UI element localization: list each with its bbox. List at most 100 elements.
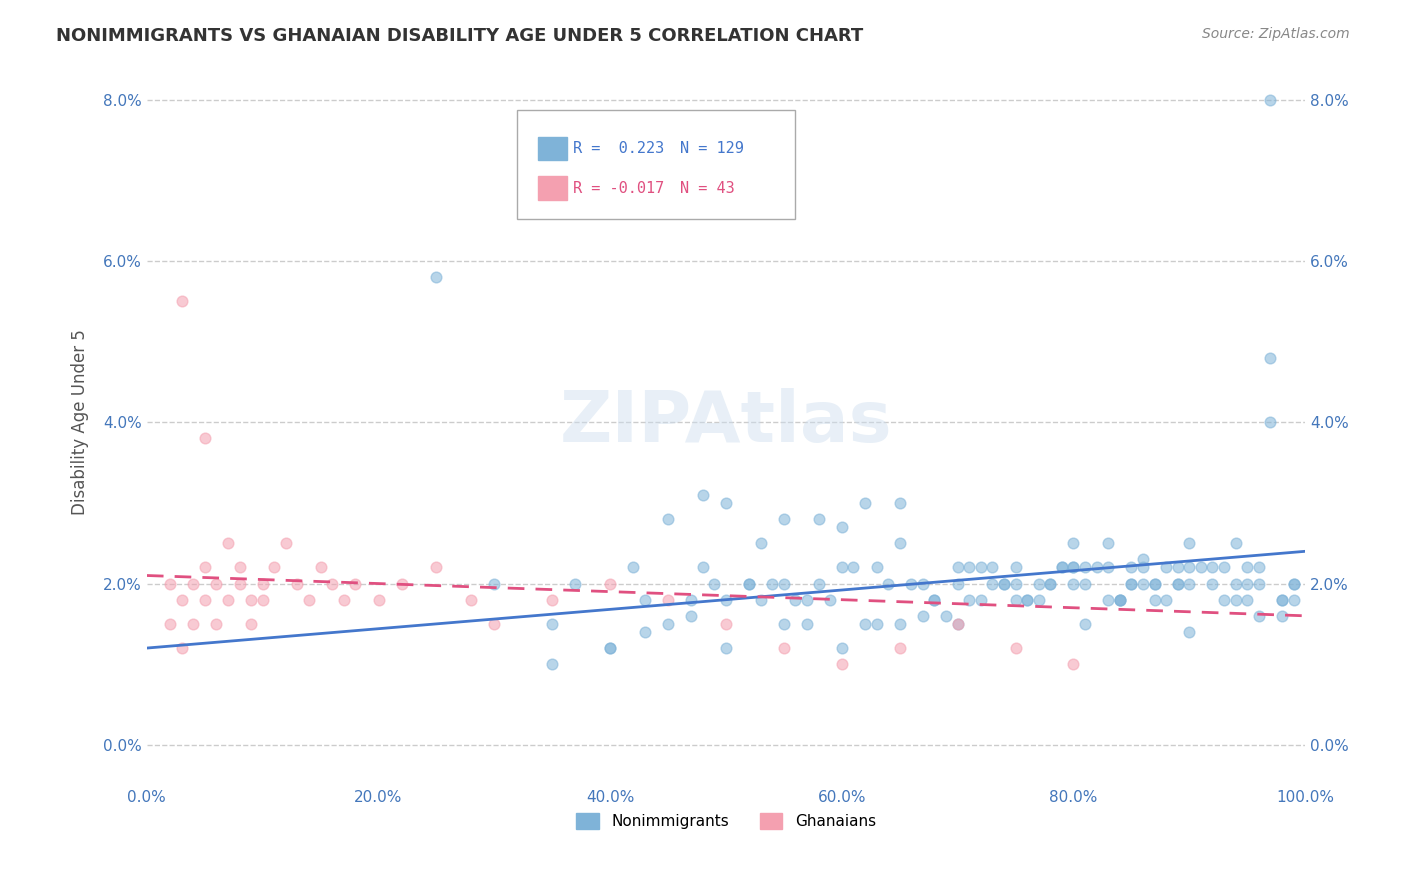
- Nonimmigrants: [1247, 576, 1270, 591]
- Nonimmigrants: [1260, 351, 1282, 365]
- Nonimmigrants: [1271, 592, 1294, 607]
- Ghanaians: [287, 576, 309, 591]
- Nonimmigrants: [946, 616, 969, 631]
- Nonimmigrants: [1039, 576, 1062, 591]
- Ghanaians: [298, 592, 321, 607]
- Nonimmigrants: [1154, 592, 1177, 607]
- Nonimmigrants: [1062, 576, 1084, 591]
- Bar: [538, 136, 567, 160]
- Nonimmigrants: [1178, 624, 1201, 639]
- Nonimmigrants: [957, 560, 980, 574]
- Text: ZIPAtlas: ZIPAtlas: [560, 388, 893, 457]
- Nonimmigrants: [831, 560, 853, 574]
- Ghanaians: [332, 592, 354, 607]
- Nonimmigrants: [425, 270, 447, 285]
- Nonimmigrants: [1247, 560, 1270, 574]
- Nonimmigrants: [807, 512, 830, 526]
- Nonimmigrants: [773, 616, 796, 631]
- Ghanaians: [240, 592, 263, 607]
- Nonimmigrants: [946, 576, 969, 591]
- Ghanaians: [321, 576, 343, 591]
- Nonimmigrants: [761, 576, 783, 591]
- Nonimmigrants: [634, 592, 657, 607]
- Ghanaians: [205, 616, 228, 631]
- Text: NONIMMIGRANTS VS GHANAIAN DISABILITY AGE UNDER 5 CORRELATION CHART: NONIMMIGRANTS VS GHANAIAN DISABILITY AGE…: [56, 27, 863, 45]
- Ghanaians: [889, 641, 911, 656]
- Nonimmigrants: [877, 576, 900, 591]
- Ghanaians: [170, 641, 193, 656]
- Nonimmigrants: [714, 592, 737, 607]
- Nonimmigrants: [1260, 415, 1282, 429]
- Nonimmigrants: [1121, 560, 1143, 574]
- Nonimmigrants: [1143, 576, 1166, 591]
- Nonimmigrants: [796, 592, 818, 607]
- Nonimmigrants: [853, 496, 876, 510]
- Ghanaians: [263, 560, 285, 574]
- Nonimmigrants: [993, 576, 1015, 591]
- Nonimmigrants: [1143, 576, 1166, 591]
- Nonimmigrants: [1236, 560, 1258, 574]
- FancyBboxPatch shape: [517, 111, 796, 219]
- Nonimmigrants: [865, 560, 887, 574]
- Ghanaians: [181, 616, 204, 631]
- Nonimmigrants: [911, 608, 934, 623]
- Nonimmigrants: [657, 512, 679, 526]
- Nonimmigrants: [773, 512, 796, 526]
- Nonimmigrants: [1132, 560, 1154, 574]
- Nonimmigrants: [946, 560, 969, 574]
- Ghanaians: [170, 592, 193, 607]
- Ghanaians: [181, 576, 204, 591]
- Nonimmigrants: [785, 592, 807, 607]
- Nonimmigrants: [1017, 592, 1039, 607]
- Bar: [538, 177, 567, 200]
- Nonimmigrants: [1039, 576, 1062, 591]
- Nonimmigrants: [1178, 536, 1201, 550]
- Nonimmigrants: [865, 616, 887, 631]
- Nonimmigrants: [564, 576, 586, 591]
- Ghanaians: [228, 560, 250, 574]
- Nonimmigrants: [773, 576, 796, 591]
- Nonimmigrants: [1154, 560, 1177, 574]
- Ghanaians: [309, 560, 332, 574]
- Nonimmigrants: [981, 560, 1004, 574]
- Nonimmigrants: [657, 616, 679, 631]
- Nonimmigrants: [681, 608, 703, 623]
- Nonimmigrants: [1178, 560, 1201, 574]
- Nonimmigrants: [692, 488, 714, 502]
- Ghanaians: [599, 576, 621, 591]
- Ghanaians: [460, 592, 482, 607]
- Nonimmigrants: [853, 616, 876, 631]
- Nonimmigrants: [681, 592, 703, 607]
- Ghanaians: [1004, 641, 1026, 656]
- Nonimmigrants: [1143, 592, 1166, 607]
- Ghanaians: [425, 560, 447, 574]
- Text: R =  0.223: R = 0.223: [574, 141, 665, 155]
- Nonimmigrants: [1213, 560, 1236, 574]
- Ghanaians: [159, 576, 181, 591]
- Nonimmigrants: [541, 657, 564, 672]
- Nonimmigrants: [1062, 560, 1084, 574]
- Nonimmigrants: [1074, 560, 1097, 574]
- Nonimmigrants: [1189, 560, 1212, 574]
- Nonimmigrants: [1132, 552, 1154, 566]
- Nonimmigrants: [1028, 576, 1050, 591]
- Nonimmigrants: [1282, 576, 1305, 591]
- Nonimmigrants: [957, 592, 980, 607]
- Ghanaians: [194, 560, 217, 574]
- Y-axis label: Disability Age Under 5: Disability Age Under 5: [72, 329, 89, 516]
- Nonimmigrants: [634, 624, 657, 639]
- Nonimmigrants: [714, 641, 737, 656]
- Nonimmigrants: [1121, 576, 1143, 591]
- Text: Source: ZipAtlas.com: Source: ZipAtlas.com: [1202, 27, 1350, 41]
- Ghanaians: [657, 592, 679, 607]
- Nonimmigrants: [1201, 560, 1223, 574]
- Nonimmigrants: [1004, 592, 1026, 607]
- Nonimmigrants: [1236, 576, 1258, 591]
- Nonimmigrants: [1225, 576, 1247, 591]
- Nonimmigrants: [1062, 536, 1084, 550]
- Nonimmigrants: [924, 592, 946, 607]
- Nonimmigrants: [692, 560, 714, 574]
- Nonimmigrants: [970, 592, 993, 607]
- Ghanaians: [274, 536, 297, 550]
- Ghanaians: [484, 616, 506, 631]
